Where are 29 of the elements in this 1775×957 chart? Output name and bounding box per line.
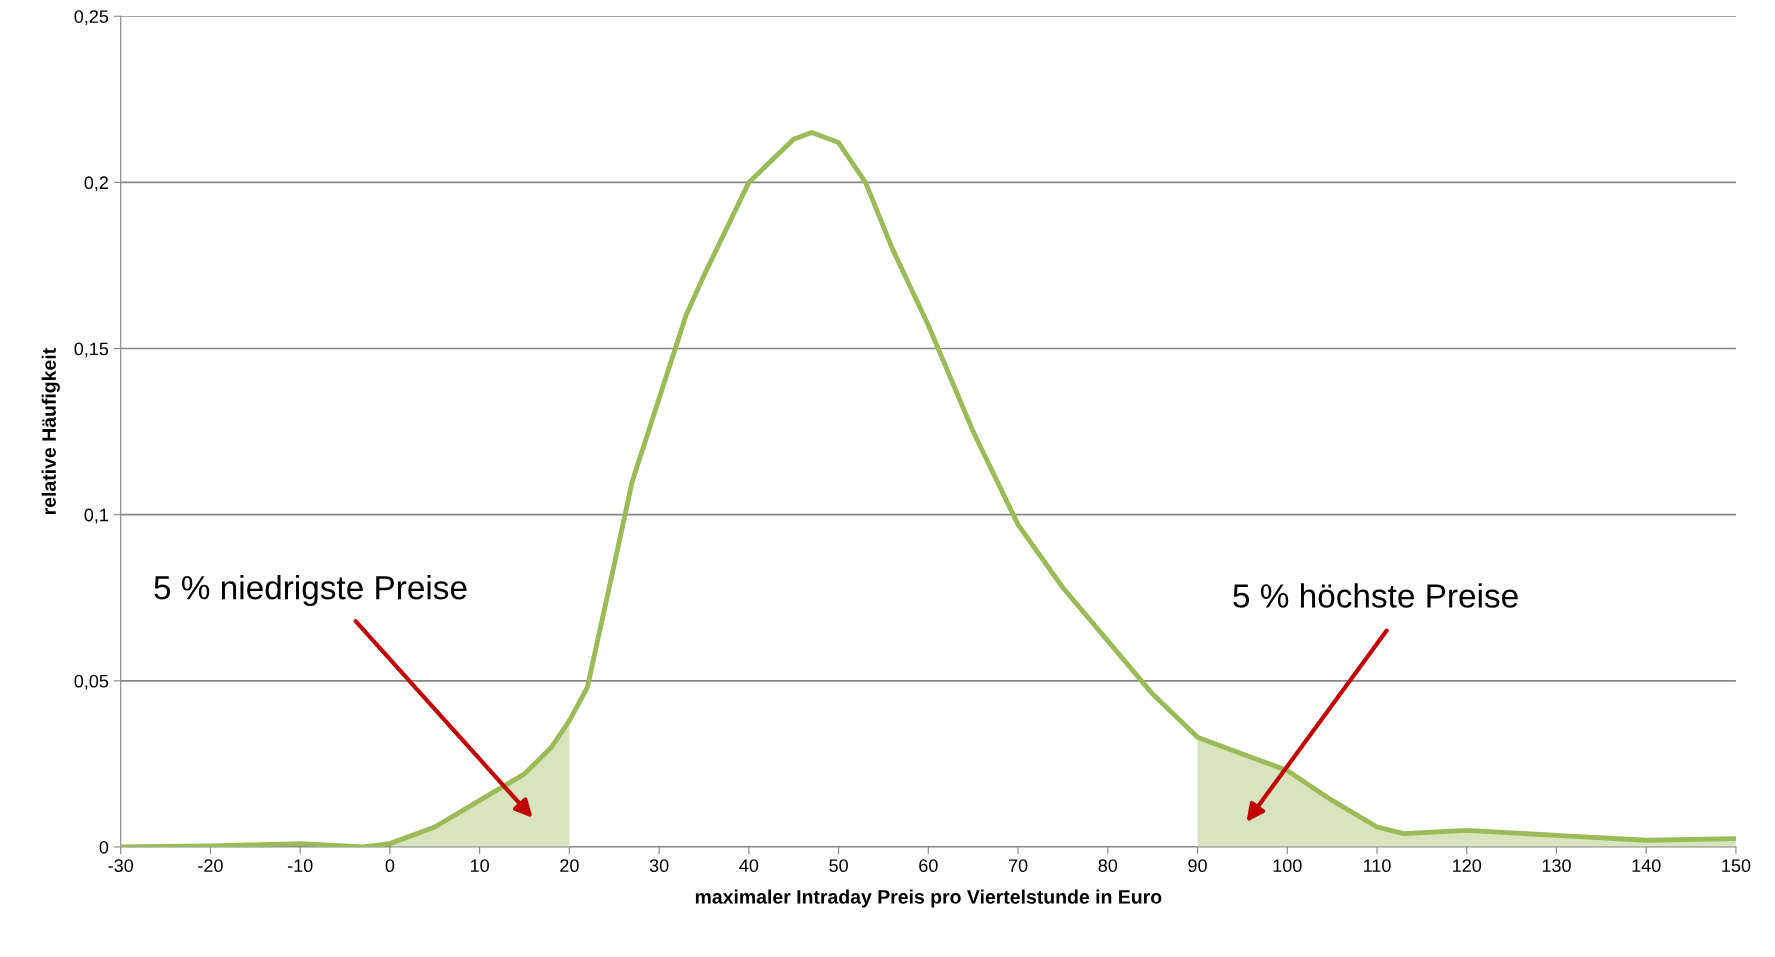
x-tick-label: -20	[198, 859, 223, 873]
y-tick-label: 0,05	[74, 674, 109, 690]
y-tick-label: 0,2	[84, 176, 108, 192]
x-tick-label: -30	[108, 859, 134, 873]
x-tick-label: 10	[470, 859, 489, 873]
x-tick-label: 60	[919, 859, 938, 873]
x-tick-label: 20	[560, 859, 579, 873]
x-axis-title: maximaler Intraday Preis pro Viertelstunde in Euro	[695, 889, 1162, 908]
y-tick-label: 0,1	[84, 508, 109, 524]
x-tick-label: 130	[1542, 859, 1571, 873]
x-tick-label: 70	[1008, 859, 1028, 873]
x-tick-label: 90	[1188, 859, 1207, 873]
y-tick-label: 0	[99, 840, 109, 854]
y-tick-label: 0,25	[74, 10, 109, 26]
annotation: 5 % niedrigste Preise	[154, 574, 467, 607]
y-tick-label: 0,15	[74, 342, 109, 358]
x-tick-label: -10	[287, 859, 313, 873]
annotation: 5 % höchste Preise	[1233, 583, 1518, 608]
x-tick-label: 40	[739, 859, 759, 873]
x-tick-label: 120	[1453, 859, 1482, 873]
x-tick-label: 80	[1098, 859, 1118, 873]
x-tick-label: 30	[649, 859, 669, 873]
x-tick-label: 50	[829, 859, 848, 873]
y-axis-title: relative Häufigkeit	[41, 348, 60, 515]
x-tick-label: 100	[1273, 859, 1302, 873]
x-tick-label: 140	[1632, 859, 1661, 873]
x-tick-label: 0	[385, 859, 395, 873]
x-tick-label: 150	[1722, 859, 1751, 873]
x-tick-label: 110	[1363, 859, 1391, 873]
